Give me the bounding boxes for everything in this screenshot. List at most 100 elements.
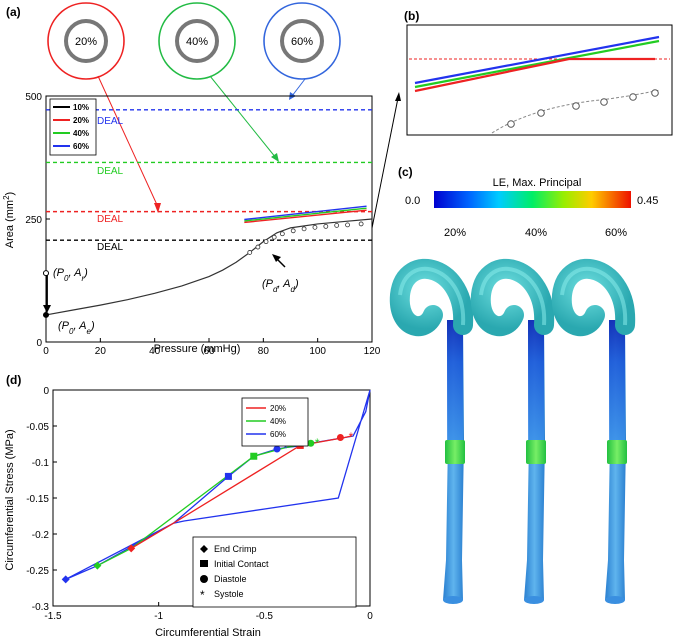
chart-a-ylabel: Area (mm2)	[2, 192, 17, 248]
marker-systole: *	[283, 442, 288, 456]
vessel-bottom-cap	[605, 596, 625, 604]
arrowhead-ring-20	[154, 203, 161, 213]
marker-legend-initial-contact: Initial Contact	[214, 559, 269, 569]
panel-label-a: (a)	[6, 5, 21, 19]
marker-legend-box	[192, 536, 357, 608]
ann-ae-1: (P	[58, 320, 70, 332]
ring-label-40: 40%	[186, 36, 208, 48]
ann-ad-4: d	[291, 285, 296, 294]
chart-a-ylabel-main: Area (mm	[4, 200, 16, 248]
exp-point	[255, 244, 261, 250]
chart-a-ytick-label: 250	[25, 215, 42, 226]
zoom-panel-b	[406, 24, 673, 136]
chart-a-xtick-label: 60	[203, 346, 215, 357]
chart-d-xtick-label: 0	[367, 611, 373, 622]
zoom-line-60	[414, 35, 660, 85]
chart-a-xtick-label: 120	[364, 346, 381, 357]
vessel-hook	[551, 259, 636, 337]
chart-d-xtick-label: -1	[154, 611, 163, 622]
colorbar-max-label: 0.45	[637, 195, 658, 207]
deal-label-40: DEAL	[97, 166, 124, 177]
marker-diastole	[273, 445, 281, 453]
marker-legend: End Crimp Initial Contact Diastole * Sys…	[192, 536, 357, 608]
connector-arrowhead	[395, 92, 401, 101]
zoom-line-40	[414, 39, 660, 89]
annotation-p0-ar: (P0, Ar)	[53, 267, 88, 283]
ring-40: 40%	[158, 2, 236, 80]
exp-point	[334, 222, 340, 228]
model-curve	[45, 218, 373, 316]
zoom-exp-point	[507, 120, 515, 128]
ann-ar-4: r	[82, 274, 85, 283]
chart-d-ylabel: Circumferential Stress (MPa)	[4, 429, 16, 570]
ann-ad-5: )	[293, 278, 299, 290]
vessel-upper	[609, 320, 625, 440]
ring-tube-40	[175, 19, 219, 63]
colorbar-min-label: 0.0	[405, 195, 420, 207]
ann-ad-3: , A	[277, 278, 290, 290]
vessel-hook-highlight	[560, 267, 628, 326]
marker-end-crimp	[93, 561, 102, 570]
chart-a-ylabel-sup: 2	[2, 195, 11, 200]
vessel-stent-band	[607, 440, 627, 464]
exp-point	[271, 234, 277, 240]
ann-ae-3: , A	[73, 320, 86, 332]
vessel-20%	[389, 259, 474, 604]
vessel-models	[389, 259, 636, 604]
marker-legend-diastole: Diastole	[214, 574, 247, 584]
marker-systole: *	[315, 436, 320, 450]
ann-ad-2: d	[273, 285, 278, 294]
exp-point	[301, 226, 307, 232]
arrow-ring-20	[97, 75, 159, 208]
chart-d-ytick-label: -0.05	[26, 422, 49, 433]
column-label-20: 20%	[444, 227, 466, 239]
vessel-hook	[470, 259, 555, 337]
chart-d-ytick-label: -0.25	[26, 566, 49, 577]
arrowhead-pd-ad	[272, 254, 281, 262]
arrow-ring-40	[209, 75, 277, 159]
exp-point	[345, 222, 350, 228]
vessel-stent-band	[526, 440, 546, 464]
vessel-upper	[528, 320, 544, 440]
legend-d-label-40: 40%	[270, 417, 286, 426]
series-line-20%	[130, 435, 352, 549]
deal-label-60: DEAL	[97, 116, 124, 127]
chart-d-xtick-label: -1.5	[44, 611, 62, 622]
strain-contour-panel: LE, Max. Principal 0.0 0.45 20% 40% 60%	[389, 177, 658, 604]
asterisk-icon: *	[200, 588, 205, 602]
chart-a-xtick-label: 80	[258, 346, 270, 357]
column-label-40: 40%	[525, 227, 547, 239]
vessel-hook-highlight	[479, 267, 547, 326]
ring-20: 20%	[47, 2, 125, 80]
legend-d-label-20: 20%	[270, 404, 286, 413]
vessel-60%	[551, 259, 636, 604]
point-p0-ar	[43, 270, 49, 277]
zoom-exp-point	[629, 93, 637, 101]
legend-a-label-60: 60%	[73, 142, 89, 151]
zoom-exp-point	[572, 102, 580, 110]
legend-d: 20% 40% 60%	[241, 397, 309, 447]
ring-label-60: 60%	[291, 36, 313, 48]
ann-ae-4: e	[87, 327, 92, 336]
area-pressure-chart: 0 20 40 60 80 100 120 0 250 500	[25, 92, 380, 357]
vessel-upper	[447, 320, 463, 440]
stent-line-60%	[244, 205, 367, 221]
marker-systole: *	[349, 430, 354, 444]
zoom-line-20	[414, 57, 655, 93]
marker-end-crimp	[61, 575, 70, 584]
chart-d-ytick-label: -0.3	[32, 602, 50, 613]
deal-label-20: DEAL	[97, 214, 124, 225]
vessel-hook-highlight	[398, 267, 466, 326]
exp-point	[247, 250, 253, 255]
marker-initial-contact	[224, 472, 232, 480]
diamond-icon	[200, 545, 208, 553]
legend-a: 10% 20% 40% 60%	[49, 98, 97, 156]
chart-d-ytick-label: -0.2	[32, 530, 50, 541]
marker-legend-end-crimp: End Crimp	[214, 544, 257, 554]
chart-d-xlabel: Circumferential Strain	[155, 627, 261, 639]
marker-end-crimp	[127, 544, 136, 553]
stent-line-20%	[244, 209, 367, 224]
chart-a-xlabel: Pressure (mmHg)	[154, 343, 241, 355]
annotation-pd-ad: (Pd, Ad)	[262, 278, 299, 294]
zoom-exp-point	[600, 98, 608, 106]
